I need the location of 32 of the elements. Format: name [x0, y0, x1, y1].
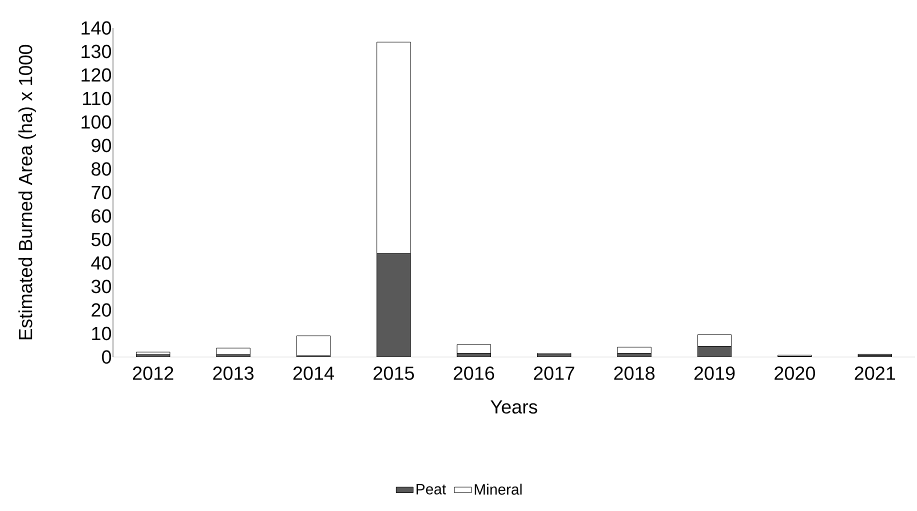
legend-label: Mineral: [474, 484, 522, 495]
x-tick-label: 2013: [213, 366, 254, 380]
y-tick-label: 40: [91, 256, 112, 270]
y-tick-label: 90: [92, 138, 112, 152]
y-tick-label: 30: [91, 280, 112, 294]
x-tick-label: 2012: [133, 366, 174, 380]
y-tick-label: 0: [102, 350, 112, 364]
y-tick-label: 80: [92, 162, 112, 176]
x-tick-label: 2017: [534, 366, 574, 380]
x-tick-label: 2016: [454, 366, 494, 380]
y-tick-label: 110: [83, 92, 112, 106]
y-tick-label: 140: [82, 21, 112, 35]
y-tick-label: 20: [92, 303, 112, 317]
x-axis-title: Years: [490, 400, 538, 414]
y-tick-label: 120: [82, 68, 112, 82]
legend-label: Peat: [416, 484, 446, 494]
y-tick-label: 50: [91, 232, 112, 246]
y-axis-title: Estimated Burned Area (ha) x 1000: [18, 44, 36, 340]
x-tick-label: 2021: [854, 366, 896, 380]
x-tick-label: 2018: [614, 366, 655, 380]
x-tick-label: 2014: [293, 366, 334, 380]
bar: [456, 344, 491, 354]
x-tick-label: 2015: [374, 366, 414, 380]
y-tick-label: 70: [92, 186, 112, 200]
x-tick-label: 2019: [694, 366, 735, 380]
bar: [697, 334, 732, 347]
y-tick-label: 60: [92, 209, 112, 223]
y-tick-label: 10: [92, 326, 112, 340]
x-tick-label: 2020: [774, 366, 816, 380]
y-tick-label: 130: [82, 44, 112, 58]
bar: [376, 253, 411, 357]
y-tick-label: 100: [82, 115, 112, 129]
